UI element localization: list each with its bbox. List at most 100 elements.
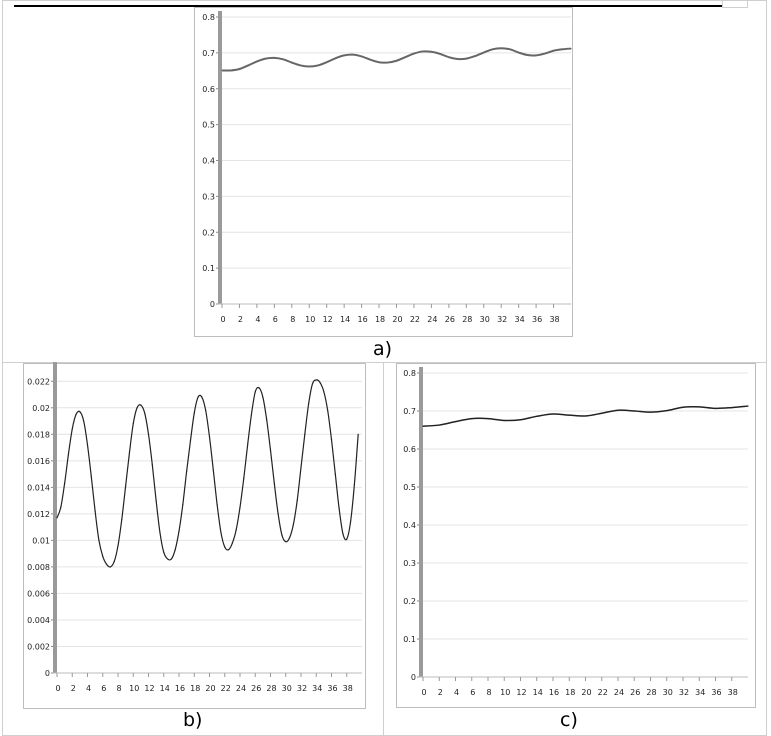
- chart-a-data-point: [535, 54, 537, 56]
- chart-b-x-tick-label: 22: [221, 684, 231, 693]
- chart-b-data-point: [170, 558, 172, 560]
- chart-a-data-point: [413, 52, 415, 55]
- chart-c-data-point: [714, 407, 717, 409]
- chart-b-data-point: [304, 433, 306, 435]
- chart-c-data-point: [422, 425, 424, 427]
- chart-a-data-point: [474, 55, 476, 57]
- chart-a-x-tick-label: 36: [532, 315, 542, 324]
- chart-b-data-point: [186, 470, 188, 473]
- chart-b-x-tick-label: 26: [251, 684, 261, 693]
- chart-b-data-point: [288, 537, 291, 539]
- chart-c-data-point: [698, 406, 700, 408]
- chart-a-data-point: [500, 47, 502, 49]
- chart-a-x-tick-label: 22: [410, 315, 420, 324]
- chart-b-x-tick-label: 36: [327, 684, 337, 693]
- chart-a-data-point: [369, 59, 371, 61]
- chart-a-data-point: [509, 48, 511, 50]
- chart-a-y-tick-label: 0.5: [202, 121, 215, 130]
- chart-b-x-tick-label: 4: [86, 684, 91, 693]
- chart-b-data-point: [83, 420, 85, 422]
- chart-b-data-point: [346, 538, 348, 540]
- chart-c-data-point: [438, 424, 440, 426]
- chart-c-x-tick-label: 22: [598, 688, 608, 697]
- chart-b-data-point: [140, 404, 142, 406]
- chart-b-x-tick-label: 28: [266, 684, 276, 693]
- chart-a-data-point: [544, 52, 546, 55]
- chart-b-data-point: [277, 513, 279, 515]
- chart-a-data-point: [343, 54, 345, 56]
- chart-a-data-point: [291, 61, 293, 64]
- chart-a-data-point: [273, 57, 275, 59]
- chart-c-y-tick-label: 0.2: [403, 597, 416, 606]
- chart-b-data-point: [342, 533, 344, 535]
- chart-c-y-axis-bar: [419, 367, 423, 677]
- chart-c-data-point: [536, 415, 538, 417]
- chart-b-data-point: [75, 413, 77, 416]
- chart-a-data-point: [387, 61, 389, 64]
- chart-b-x-tick-label: 30: [282, 684, 292, 693]
- chart-c-x-tick-label: 2: [438, 688, 443, 697]
- chart-c-x-tick-label: 32: [679, 688, 689, 697]
- chart-b-data-point: [113, 561, 115, 563]
- chart-a-x-tick-label: 8: [290, 315, 295, 324]
- chart-b-data-point: [109, 566, 111, 568]
- chart-c-data-point: [633, 410, 635, 412]
- chart-b-data-point: [132, 423, 134, 425]
- chart-b-data-point: [86, 444, 89, 446]
- chart-b-y-tick-label: 0.004: [27, 616, 50, 625]
- chart-b-data-point: [105, 563, 108, 565]
- chart-c-x-tick-label: 18: [565, 688, 575, 697]
- chart-a-data-point: [465, 58, 467, 60]
- chart-b-x-tick-label: 34: [312, 684, 322, 693]
- chart-a-data-point: [221, 69, 223, 72]
- chart-b-data-point: [266, 419, 268, 421]
- chart-a-x-tick-label: 30: [480, 315, 490, 324]
- chart-a-y-tick-label: 0.8: [202, 13, 215, 22]
- chart-a-data-point: [491, 48, 494, 50]
- chart-a-x-tick-label: 16: [358, 315, 368, 324]
- chart-b-data-point: [166, 558, 169, 560]
- chart-a-data-point: [256, 60, 258, 63]
- chart-a-x-tick-label: 6: [273, 315, 278, 324]
- chart-c-data-point: [747, 405, 749, 407]
- chart-a-data-point: [378, 61, 380, 63]
- chart-b-data-point: [296, 500, 298, 502]
- chart-a-data-point: [308, 65, 310, 68]
- chart-b-data-point: [102, 555, 104, 557]
- chart-c-x-tick-label: 36: [711, 688, 721, 697]
- chart-b-data-point: [182, 503, 184, 506]
- chart-c-y-tick-label: 0: [411, 673, 416, 682]
- chart-a-data-point: [518, 51, 520, 54]
- chart-a-data-point: [247, 64, 249, 67]
- chart-a-x-tick-label: 2: [238, 315, 243, 324]
- chart-b-x-tick-label: 10: [129, 684, 139, 693]
- chart-a-x-tick-label: 28: [462, 315, 472, 324]
- chart-b-data-point: [319, 381, 321, 384]
- chart-b-data-point: [151, 464, 153, 466]
- chart-a-data-point: [570, 47, 572, 50]
- chart-a-data-point: [352, 54, 354, 56]
- chart-c-x-tick-label: 12: [516, 688, 526, 697]
- chart-b-data-point: [338, 507, 340, 510]
- chart-a-data-point: [456, 58, 459, 60]
- chart-a-x-tick-label: 32: [497, 315, 507, 324]
- chart-a-data-point: [430, 51, 432, 53]
- chart-b-data-point: [163, 551, 165, 553]
- chart-b-data-point: [98, 539, 100, 541]
- chart-a-x-tick-label: 10: [305, 315, 315, 324]
- chart-b-data-point: [349, 521, 352, 523]
- chart-c-data-point: [471, 418, 473, 420]
- chart-b-data-point: [254, 391, 256, 393]
- chart-b-data-point: [224, 546, 226, 548]
- chart-b-data-point: [117, 545, 119, 547]
- chart-b-data-point: [208, 436, 211, 438]
- chart-c-data-point: [601, 412, 603, 414]
- chart-c-y-tick-label: 0.4: [403, 521, 416, 530]
- chart-b-x-tick-label: 14: [160, 684, 170, 693]
- chart-a-frame: [194, 7, 573, 337]
- chart-b-data-point: [247, 444, 249, 446]
- chart-b-data-point: [201, 396, 203, 398]
- chart-b-data-point: [311, 383, 314, 385]
- chart-a-data-point: [526, 54, 528, 56]
- chart-a-data-point: [448, 56, 450, 58]
